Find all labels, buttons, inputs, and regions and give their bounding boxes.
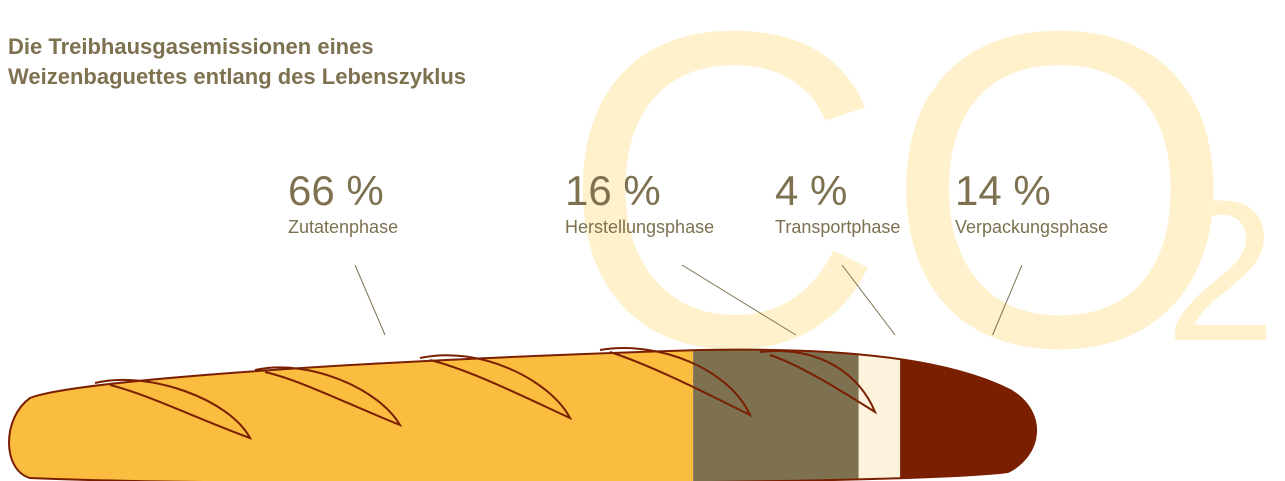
value-label: 16 % [565, 167, 661, 214]
co-subscript: 2 [1165, 160, 1276, 383]
value-label: 4 % [775, 167, 847, 214]
category-label: Transportphase [775, 217, 900, 237]
title-line: Die Treibhausgasemissionen eines [8, 34, 374, 59]
infographic: CO 2 Die Treibhausgasemissionen eines We… [0, 0, 1285, 481]
value-label: 66 % [288, 167, 384, 214]
title-line: Weizenbaguettes entlang des Lebenszyklus [8, 64, 466, 89]
category-label: Verpackungsphase [955, 217, 1108, 237]
value-label: 14 % [955, 167, 1051, 214]
category-label: Zutatenphase [288, 217, 398, 237]
category-label: Herstellungsphase [565, 217, 714, 237]
leader-line [355, 265, 385, 335]
